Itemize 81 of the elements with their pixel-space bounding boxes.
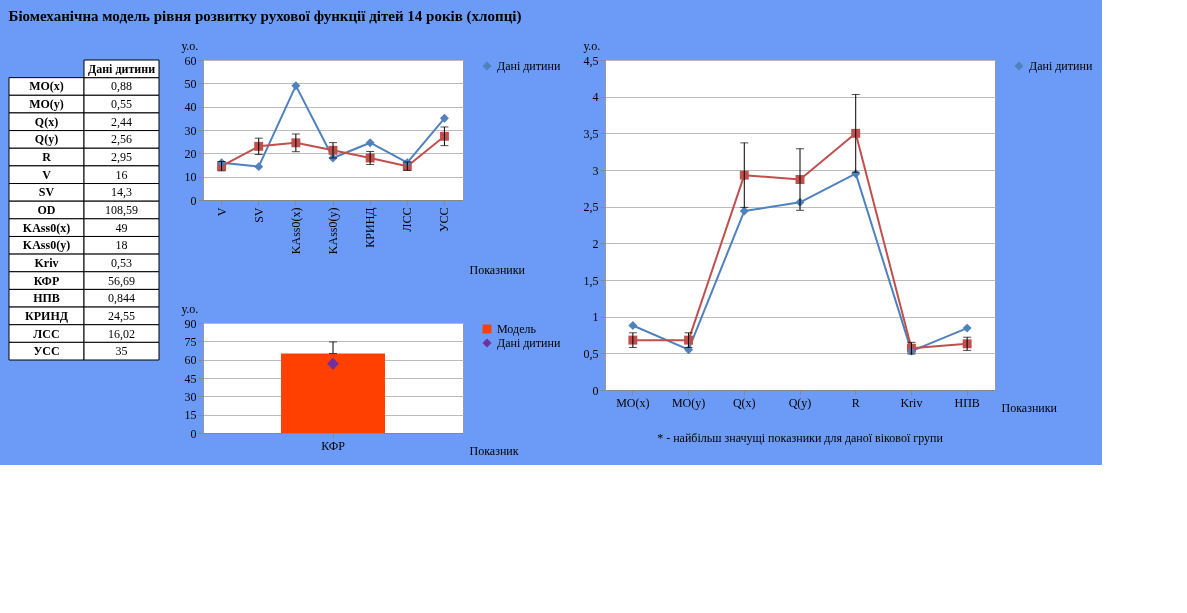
y-tick-label: 20	[184, 146, 197, 161]
x-tick-label: Kriv	[900, 395, 923, 410]
y-tick-label: 60	[184, 53, 197, 68]
category-label: V	[42, 167, 52, 182]
legend-label: Модель	[497, 322, 537, 336]
x-tick-label: MO(x)	[616, 395, 650, 410]
text: 18	[115, 238, 128, 253]
text: 35	[115, 344, 128, 359]
y-tick-label: 40	[184, 100, 197, 115]
category-label: КФР	[33, 273, 60, 288]
text: 24,55	[108, 308, 135, 323]
y-tick-label: 15	[184, 408, 197, 423]
text: 14,3	[111, 185, 132, 200]
text: 0,844	[108, 291, 135, 306]
y-tick-label: 75	[184, 334, 197, 349]
y-tick-label: 2,5	[583, 200, 599, 215]
x-tick-label: SV	[251, 207, 266, 223]
category-label: Q(x)	[34, 114, 59, 129]
category-label: MO(x)	[29, 79, 64, 94]
x-tick-label: V	[214, 207, 229, 217]
category-label: MO(y)	[29, 97, 64, 112]
y-tick-label: 3	[592, 163, 599, 178]
text: 0,88	[111, 79, 132, 94]
text: * - найбільш значущі показники для даної вікової групи	[657, 431, 944, 445]
y-tick-label: 0	[190, 426, 197, 441]
legend-label: Дані дитини	[497, 336, 561, 350]
category-label: КРИНД	[25, 308, 69, 323]
x-axis-title: Показники	[469, 262, 526, 277]
y-tick-label: 2	[592, 236, 599, 251]
x-tick-label: MO(y)	[671, 395, 706, 410]
x-tick-label: R	[851, 395, 860, 410]
x-tick-label: УСС	[437, 207, 452, 233]
text: 2,44	[111, 114, 132, 129]
x-tick-label: ЛСС	[400, 207, 415, 232]
legend-label: Дані дитини	[497, 59, 561, 73]
category-label: НПВ	[33, 291, 60, 306]
text: 56,69	[108, 273, 135, 288]
x-tick-label: Q(y)	[788, 395, 812, 410]
text: 2,95	[111, 150, 132, 165]
y-axis-title: у.о.	[181, 301, 199, 316]
x-axis-title: Показники	[1001, 400, 1058, 415]
x-tick-label: КРИНД	[363, 207, 378, 248]
text: Біомеханічна модель рівня розвитку рухової функції дітей 14 років (хлопці)	[8, 7, 522, 25]
y-tick-label: 0	[592, 383, 599, 398]
text: 108,59	[105, 203, 138, 217]
category-label: ЛСС	[33, 326, 60, 341]
text: 0,53	[111, 255, 132, 270]
y-axis-title: у.о.	[181, 38, 199, 53]
y-tick-label: 4	[592, 90, 599, 105]
text: 49	[115, 220, 128, 235]
text: 0,55	[111, 97, 132, 112]
y-tick-label: 50	[184, 76, 197, 91]
y-tick-label: 0	[190, 193, 197, 208]
y-tick-label: 3,5	[583, 126, 599, 141]
y-tick-label: 30	[184, 123, 197, 138]
y-tick-label: 1,5	[583, 273, 599, 288]
category-label: OD	[37, 203, 56, 217]
y-tick-label: 45	[184, 371, 197, 386]
text: 16,02	[108, 326, 135, 341]
x-tick-label: Q(x)	[732, 395, 756, 410]
legend-label: Дані дитини	[1029, 59, 1093, 73]
x-tick-label: НПВ	[954, 395, 980, 410]
y-tick-label: 60	[184, 353, 197, 368]
x-tick-label: KAss0(x)	[288, 207, 303, 255]
y-tick-label: 1	[592, 310, 599, 325]
text: 16	[115, 167, 128, 182]
category-label: SV	[38, 185, 55, 200]
y-tick-label: 10	[184, 170, 197, 185]
x-axis-title: Показник	[469, 443, 519, 458]
category-label: Q(y)	[34, 132, 59, 147]
y-tick-label: 0,5	[583, 346, 599, 361]
x-tick-label: KAss0(y)	[326, 207, 340, 255]
text: Дані дитини	[87, 61, 156, 76]
y-tick-label: 30	[184, 389, 197, 404]
y-tick-label: 90	[184, 316, 197, 331]
category-label: УСС	[33, 344, 60, 359]
text: 2,56	[111, 132, 132, 147]
y-axis-title: у.о.	[583, 38, 601, 53]
category-label: Kriv	[34, 255, 59, 270]
category-label: R	[42, 150, 52, 165]
y-tick-label: 4,5	[583, 53, 599, 68]
